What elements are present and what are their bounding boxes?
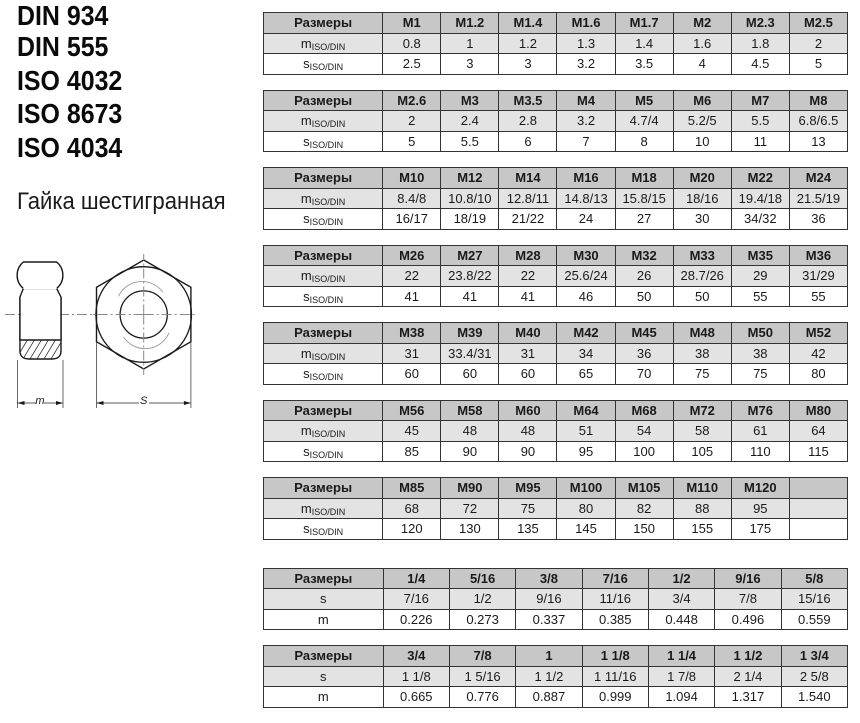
svg-text:S: S — [140, 395, 148, 407]
svg-text:m: m — [35, 395, 44, 407]
